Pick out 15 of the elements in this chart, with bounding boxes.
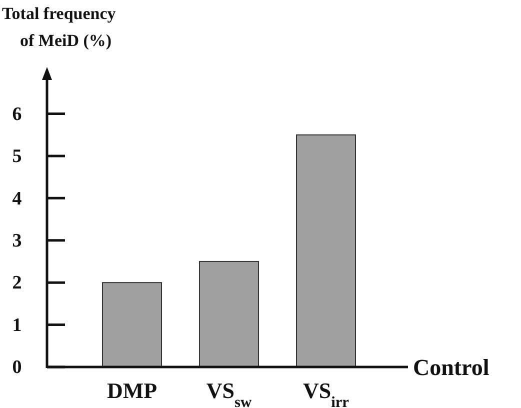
bar bbox=[296, 134, 356, 368]
bar bbox=[199, 260, 259, 368]
y-tick-label: 3 bbox=[12, 230, 22, 252]
y-tick-label: 5 bbox=[12, 146, 22, 168]
y-tick-label: 6 bbox=[12, 104, 22, 125]
bar bbox=[102, 282, 162, 368]
x-tick-label: DMP bbox=[106, 378, 158, 403]
y-tick-label: 0 bbox=[12, 357, 22, 378]
y-tick-label: 4 bbox=[12, 188, 22, 210]
y-tick-label: 1 bbox=[12, 314, 22, 336]
y-tick-label: 2 bbox=[12, 272, 22, 294]
x-tick-label: VS$_{sw}$ bbox=[206, 378, 252, 408]
y-axis-title: Total frequency of MeiD (%) bbox=[2, 4, 116, 50]
x-axis-title: Control bbox=[413, 355, 490, 380]
x-tick-label: VS$_{irr}$ bbox=[302, 378, 350, 408]
